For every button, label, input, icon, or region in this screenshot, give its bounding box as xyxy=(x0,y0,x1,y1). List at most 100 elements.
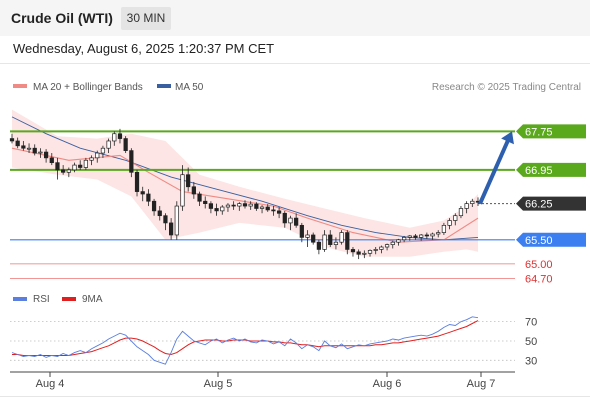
candle-body-43 xyxy=(254,203,259,209)
candle-body-12 xyxy=(78,164,83,168)
candle-body-42 xyxy=(248,203,253,207)
header-bar xyxy=(0,0,590,36)
candle-body-40 xyxy=(237,203,242,207)
candle-body-9 xyxy=(61,169,66,173)
ma20-legend-swatch xyxy=(13,84,27,88)
rsi-legend-label: RSI xyxy=(33,294,50,305)
candle-body-33 xyxy=(197,193,202,202)
level-badge-66.95 xyxy=(516,162,586,177)
candle-body-5 xyxy=(38,151,43,154)
candle-body-66 xyxy=(384,244,390,248)
rsi-legend-swatch xyxy=(13,297,27,301)
candle-body-24 xyxy=(146,193,151,202)
level-label-65.00: 65.00 xyxy=(525,259,553,271)
divider-top xyxy=(0,63,590,64)
rsi-tick-70: 70 xyxy=(525,317,537,329)
candle-body-49 xyxy=(288,217,293,224)
x-tick-label-3: Aug 7 xyxy=(467,378,496,390)
level-badge-66.25 xyxy=(516,196,586,211)
price-panel: 67.75 66.95 66.25 65.50 65.00 64.70 xyxy=(9,109,586,285)
candle-body-8 xyxy=(55,162,60,171)
candle-body-10 xyxy=(66,169,71,173)
candle-body-30 xyxy=(180,174,185,207)
level-label-66.95: 66.95 xyxy=(525,165,553,177)
candle-body-71 xyxy=(413,235,418,238)
rsi-ma-legend-swatch xyxy=(62,297,76,301)
candle-body-4 xyxy=(32,147,37,154)
candle-body-17 xyxy=(106,140,111,149)
candle-body-73 xyxy=(424,234,429,237)
candle-body-61 xyxy=(356,251,361,255)
candle-body-81 xyxy=(470,200,475,204)
candle-body-68 xyxy=(396,239,401,243)
candle-body-46 xyxy=(271,209,276,212)
candle-body-47 xyxy=(276,210,282,214)
forecast-arrow-shaft xyxy=(478,136,512,205)
candle-body-74 xyxy=(430,233,435,237)
instrument-title: Crude Oil (WTI) xyxy=(11,10,113,26)
candle-body-64 xyxy=(373,249,378,251)
bollinger-band xyxy=(12,109,478,257)
candle-body-18 xyxy=(112,133,117,142)
level-label-66.25: 66.25 xyxy=(525,199,553,211)
rsi-tick-50: 50 xyxy=(525,336,537,348)
legend: MA 20 + Bollinger Bands MA 50 Research ©… xyxy=(13,82,581,305)
ma50-legend-swatch xyxy=(157,84,171,88)
candle-body-14 xyxy=(89,157,94,161)
candle-body-34 xyxy=(203,200,208,204)
candle-body-72 xyxy=(419,234,424,238)
candle-body-63 xyxy=(367,250,373,254)
level-badge-67.75 xyxy=(516,124,586,139)
report-datetime: Wednesday, August 6, 2025 1:20:37 PM CET xyxy=(13,41,275,56)
candle-body-7 xyxy=(49,157,54,164)
candle-body-26 xyxy=(157,210,162,217)
candle-body-1 xyxy=(15,140,20,147)
candle-body-28 xyxy=(169,222,174,236)
level-badge-65.50 xyxy=(516,232,586,247)
candle-body-79 xyxy=(458,208,464,217)
candle-body-2 xyxy=(21,145,26,149)
x-tick-label-0: Aug 4 xyxy=(36,378,65,390)
candle-body-37 xyxy=(220,206,225,212)
candle-body-22 xyxy=(134,171,140,192)
candle-body-35 xyxy=(208,203,214,209)
candle-body-57 xyxy=(333,241,339,245)
candle-body-70 xyxy=(407,235,412,238)
candle-body-32 xyxy=(191,186,196,195)
candle-body-45 xyxy=(265,206,270,211)
rsi-ma-line xyxy=(12,320,479,356)
candle-body-38 xyxy=(225,204,231,208)
candle-body-0 xyxy=(9,138,15,142)
candle-body-52 xyxy=(305,234,310,238)
credit-label: Research © 2025 Trading Central xyxy=(432,82,581,93)
candle-body-23 xyxy=(140,191,145,195)
candle-body-21 xyxy=(129,150,134,173)
candle-body-69 xyxy=(402,237,407,241)
candle-body-60 xyxy=(350,249,356,253)
rsi-tick-30: 30 xyxy=(525,355,537,367)
candle-body-62 xyxy=(362,252,367,255)
timeframe-selector[interactable]: 30 MIN xyxy=(121,7,171,30)
candle-body-44 xyxy=(259,206,265,209)
candle-body-48 xyxy=(282,212,287,224)
candle-body-11 xyxy=(72,164,77,171)
candle-body-31 xyxy=(186,174,191,188)
candle-body-16 xyxy=(100,147,106,154)
candle-body-51 xyxy=(299,224,304,238)
ma20-legend-label: MA 20 + Bollinger Bands xyxy=(33,82,143,93)
candle-body-77 xyxy=(447,220,452,226)
candle-body-67 xyxy=(390,241,395,245)
candle-body-54 xyxy=(316,241,321,250)
candle-body-20 xyxy=(123,138,128,151)
candle-body-76 xyxy=(441,224,447,233)
candle-body-36 xyxy=(214,208,219,212)
candle-body-39 xyxy=(231,204,236,207)
candle-body-19 xyxy=(117,133,123,139)
x-tick-label-1: Aug 5 xyxy=(204,378,233,390)
candle-body-27 xyxy=(163,215,168,224)
candle-body-15 xyxy=(95,152,100,159)
candle-body-13 xyxy=(83,159,88,168)
candle-body-80 xyxy=(464,203,469,209)
level-label-64.70: 64.70 xyxy=(525,273,553,285)
